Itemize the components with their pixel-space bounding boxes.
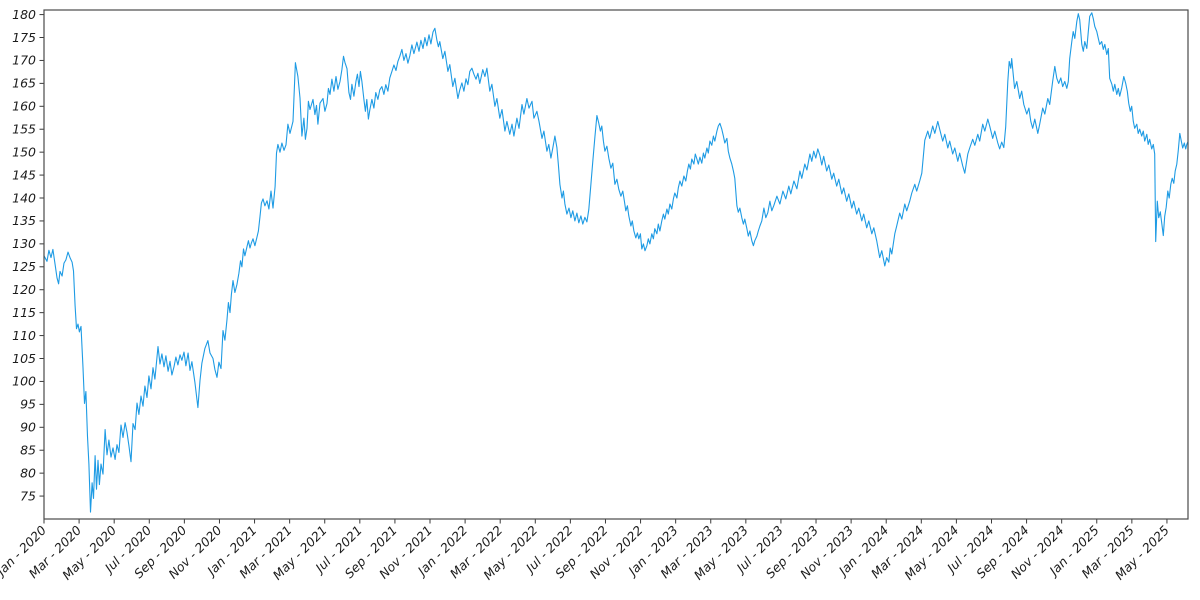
y-tick-label: 165	[12, 76, 36, 91]
y-tick-label: 155	[12, 122, 36, 137]
y-tick-label: 80	[20, 465, 36, 480]
y-tick-label: 160	[12, 99, 36, 114]
y-tick-label: 135	[12, 213, 36, 228]
y-tick-label: 140	[12, 190, 36, 205]
y-tick-label: 130	[12, 236, 36, 251]
y-axis: 75 80 85 90 95 100 105 110 115 120 125 130 135 140 145…	[12, 7, 44, 503]
y-tick-label: 175	[12, 30, 36, 45]
y-tick-label: 110	[12, 328, 36, 343]
plot-frame	[43, 9, 1189, 520]
y-tick-label: 115	[12, 305, 36, 320]
plot-background	[44, 10, 1188, 519]
y-tick-label: 85	[20, 443, 36, 458]
y-tick-label: 120	[12, 282, 36, 297]
y-tick-label: 145	[12, 167, 36, 182]
y-tick-label: 100	[12, 374, 36, 389]
y-tick-label: 90	[20, 420, 36, 435]
y-tick-label: 125	[12, 259, 36, 274]
y-tick-label: 75	[20, 488, 36, 503]
y-tick-label: 150	[12, 144, 36, 159]
y-tick-label: 105	[12, 351, 36, 366]
y-tick-label: 170	[12, 53, 36, 68]
y-tick-label: 180	[12, 7, 36, 22]
y-tick-label: 95	[20, 397, 36, 412]
price-line	[43, 12, 1189, 513]
